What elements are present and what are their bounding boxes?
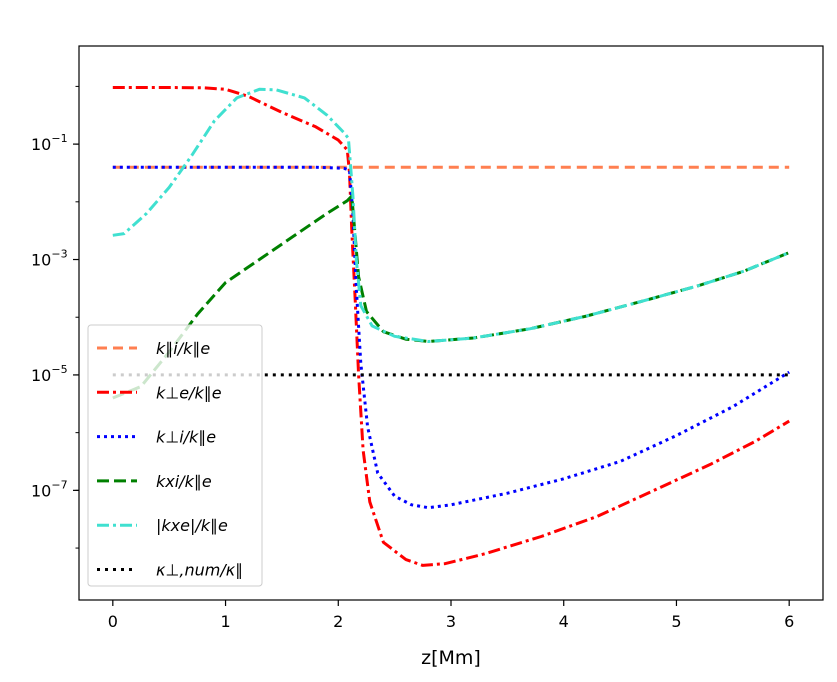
- legend-label-k_x_i_over_k_par_e: kxi/k∥e: [156, 472, 212, 491]
- legend-label-k_perp_i_over_k_par_e: k⊥i/k∥e: [156, 428, 216, 447]
- legend-label-k_perp_e_over_k_par_e: k⊥e/k∥e: [156, 383, 222, 402]
- legend-box: [87, 324, 263, 587]
- x-tick-label: 5: [671, 612, 681, 631]
- series-layer: [112, 86, 790, 567]
- y-tick-label: 10−1: [31, 132, 68, 154]
- series-line-k_perp_e_over_k_par_e: [112, 86, 790, 567]
- legend-label-k_par_i_over_k_par_e: k∥i/k∥e: [156, 339, 210, 358]
- x-tick-label: 1: [220, 612, 230, 631]
- legend: k∥i/k∥e k⊥e/k∥e k⊥i/k∥e kxi/k∥e |kxe|/k∥e κ⊥,…: [87, 324, 263, 587]
- series-line-k_x_i_over_k_par_e: [112, 194, 790, 400]
- x-tick-label: 0: [108, 612, 118, 631]
- x-tick-label: 6: [784, 612, 794, 631]
- y-tick-label: 10−3: [31, 248, 68, 270]
- legend-label-kappa_perp_num_over_kappa_par: κ⊥,num/κ∥: [156, 561, 243, 580]
- x-tick-label: 4: [559, 612, 569, 631]
- legend-label-abs_k_x_e_over_k_par_e: |kxe|/k∥e: [156, 516, 228, 535]
- x-axis-label: z[Mm]: [421, 647, 481, 669]
- x-axis-ticks: 0 1 2 3 4 5 6: [108, 600, 794, 631]
- series-line-abs_k_x_e_over_k_par_e: [112, 87, 790, 343]
- y-tick-label: 10−7: [31, 478, 68, 500]
- series-line-k_perp_i_over_k_par_e: [112, 165, 790, 510]
- x-tick-label: 3: [446, 612, 456, 631]
- y-tick-label: 10−5: [31, 363, 68, 385]
- x-tick-label: 2: [333, 612, 343, 631]
- y-axis-ticks: 10−1 10−3 10−5 10−7: [31, 85, 79, 549]
